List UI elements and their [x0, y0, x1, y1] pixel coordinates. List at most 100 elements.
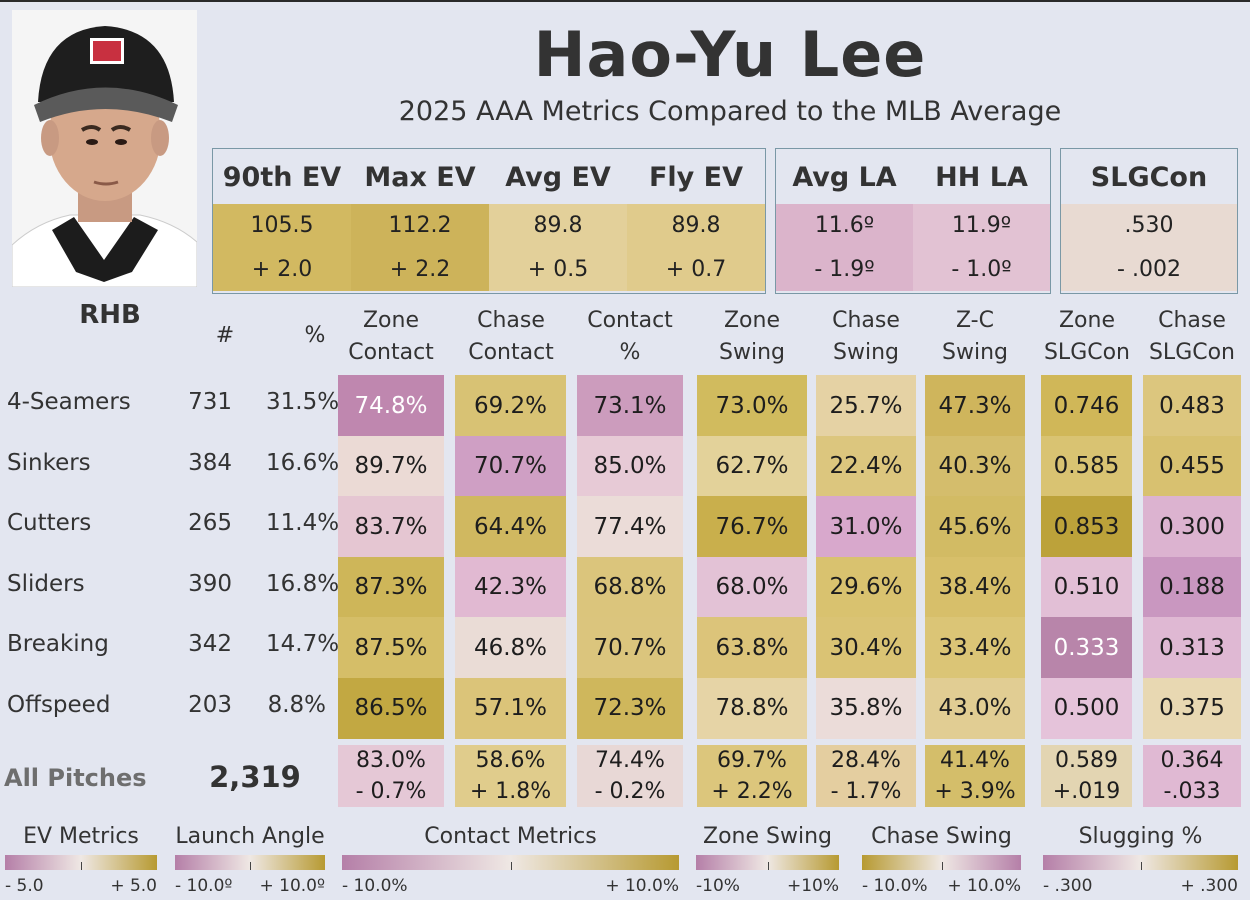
col-header-0: Zone Contact [326, 305, 456, 369]
table-cell: 35.8% [816, 677, 916, 739]
table-cell: 0.455 [1143, 435, 1241, 497]
slg_box-cell-0: .530 - .002 [1061, 204, 1237, 291]
row-count: 342 [188, 631, 232, 657]
col-header-5: Z-C Swing [910, 305, 1040, 369]
la_box-diff-1: - 1.0º [951, 257, 1012, 282]
col-header-line1: Contact [587, 308, 673, 333]
col-header-2: Contact% [565, 305, 695, 369]
ev_box-cell-2: 89.8 + 0.5 [489, 204, 627, 291]
total-diff: + 2.2% [711, 779, 793, 804]
col-header-line1: Zone [362, 308, 419, 333]
table-cell: 42.3% [455, 556, 566, 618]
total-value: 0.364 [1160, 748, 1224, 773]
row-count: 265 [188, 510, 232, 536]
row-label: Cutters [7, 510, 92, 536]
col-header-line2: Swing [942, 340, 1008, 365]
col-header-line1: Chase [1158, 308, 1226, 333]
table-cell: 0.188 [1143, 556, 1241, 618]
col-header-line1: Chase [477, 308, 545, 333]
legend-midpoint-tick [81, 862, 82, 870]
row-count: 731 [188, 389, 232, 415]
row-label: Offspeed [7, 691, 111, 718]
table-cell: 83.7% [338, 496, 444, 557]
total-diff: - 1.7% [830, 779, 902, 804]
col-header-line1: Zone [723, 308, 780, 333]
legend-high-label: + 10.0% [947, 876, 1021, 896]
row-pct: 16.6% [266, 449, 340, 476]
total-diff: + 3.9% [934, 779, 1016, 804]
table-cell: 0.375 [1143, 677, 1241, 739]
table-cell: 68.8% [577, 556, 683, 618]
row-pct: 31.5% [266, 389, 340, 415]
table-cell: 25.7% [816, 375, 916, 436]
la-header-avg: Avg LA [792, 162, 897, 193]
total-cell: 58.6% + 1.8% [455, 745, 566, 807]
table-cell: 47.3% [925, 375, 1025, 436]
table-cell: 72.3% [577, 677, 683, 739]
ev_box-diff-0: + 2.0 [251, 257, 313, 282]
row-pct: 11.4% [266, 510, 340, 536]
table-cell: 89.7% [338, 435, 444, 497]
col-header-line2: % [619, 340, 641, 365]
table-cell: 29.6% [816, 556, 916, 618]
ev-header-avg: Avg EV [505, 162, 611, 193]
legend-title: Chase Swing [871, 824, 1012, 849]
ev-header-90th: 90th EV [222, 162, 342, 193]
legend-title: Slugging % [1078, 824, 1203, 849]
total-value: 58.6% [475, 748, 546, 773]
legend-low-label: - 10.0º [175, 876, 233, 896]
legend-high-label: + 5.0 [110, 876, 157, 896]
total-value: 0.589 [1055, 748, 1118, 773]
total-value: 41.4% [940, 748, 1010, 773]
batter-hand: RHB [79, 300, 141, 330]
col-header-line2: Swing [833, 340, 899, 365]
table-cell: 87.3% [338, 556, 444, 618]
all-pitches-count: 2,319 [209, 760, 301, 794]
table-cell: 87.5% [338, 617, 444, 678]
legend-title: EV Metrics [23, 824, 139, 849]
count-header: # [215, 323, 235, 348]
table-cell: 31.0% [816, 496, 916, 557]
table-cell: 40.3% [925, 435, 1025, 497]
slg_box-diff-0: - .002 [1117, 257, 1181, 282]
row-count: 203 [188, 691, 232, 718]
table-cell: 74.8% [338, 375, 444, 436]
total-cell: 0.589 +.019 [1041, 745, 1132, 807]
table-cell: 0.510 [1041, 556, 1132, 618]
table-cell: 64.4% [455, 496, 566, 557]
ev_box-cell-1: 112.2 + 2.2 [351, 204, 489, 291]
ev_box-diff-3: + 0.7 [665, 257, 727, 282]
col-header-line1: Zone [1058, 308, 1115, 333]
legend-high-label: + 10.0º [259, 876, 325, 896]
legend-title: Zone Swing [703, 824, 832, 849]
row-pct: 14.7% [266, 631, 340, 657]
legend-midpoint-tick [767, 862, 769, 870]
total-value: 74.4% [595, 748, 665, 773]
table-cell: 33.4% [925, 617, 1025, 678]
table-cell: 0.746 [1041, 375, 1132, 436]
row-pct: 16.8% [266, 570, 340, 597]
row-label: Sinkers [7, 449, 91, 476]
la_box-diff-0: - 1.9º [814, 257, 875, 282]
table-cell: 0.483 [1143, 375, 1241, 436]
legend-high-label: + 10.0% [605, 876, 679, 896]
table-cell: 77.4% [577, 496, 683, 557]
table-cell: 0.585 [1041, 435, 1132, 497]
total-cell: 74.4% - 0.2% [577, 745, 683, 807]
ev_box-value-3: 89.8 [671, 213, 721, 238]
legend-midpoint-tick [250, 862, 251, 870]
col-header-line2: Contact [348, 340, 434, 365]
row-count: 384 [188, 449, 232, 476]
col-header-4: Chase Swing [801, 305, 931, 369]
legend-low-label: - .300 [1043, 876, 1093, 896]
table-cell: 46.8% [455, 617, 566, 678]
launch-angle-box: Avg LA HH LA 11.6º - 1.9º 11.9º - 1.0º [775, 148, 1051, 294]
col-header-3: Zone Swing [687, 305, 817, 369]
table-cell: 73.0% [697, 375, 807, 436]
top-border [0, 0, 1250, 2]
legend-low-label: - 5.0 [5, 876, 44, 896]
total-value: 83.0% [356, 748, 426, 773]
ev_box-value-0: 105.5 [250, 213, 314, 238]
all-pitches-label: All Pitches [4, 764, 147, 792]
table-cell: 0.300 [1143, 496, 1241, 557]
